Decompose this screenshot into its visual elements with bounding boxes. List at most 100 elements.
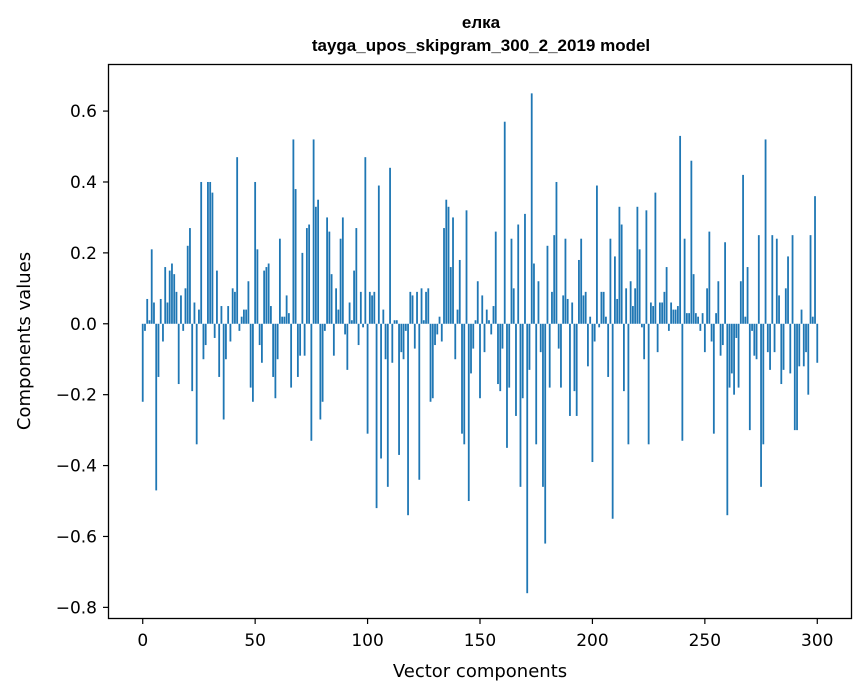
bar xyxy=(571,302,574,324)
bar xyxy=(600,291,603,324)
y-tick-label: −0.4 xyxy=(56,457,97,477)
bar xyxy=(553,235,556,324)
bar xyxy=(443,228,445,324)
bar xyxy=(602,291,605,324)
bar xyxy=(431,323,434,399)
bar xyxy=(175,291,178,324)
bar xyxy=(569,323,571,416)
bar xyxy=(344,323,346,335)
bar xyxy=(526,323,529,594)
bar xyxy=(454,323,457,360)
bar xyxy=(413,323,416,349)
bar xyxy=(308,224,311,324)
bar xyxy=(155,323,158,491)
bar xyxy=(321,323,324,402)
bar xyxy=(153,302,155,324)
bar xyxy=(141,323,144,402)
bar xyxy=(656,323,659,353)
bar xyxy=(249,323,252,388)
bar xyxy=(800,309,803,324)
bar xyxy=(649,302,652,324)
bar xyxy=(798,323,801,367)
bar xyxy=(546,245,549,324)
bar xyxy=(479,323,481,399)
bar xyxy=(560,323,562,388)
bar xyxy=(204,323,207,346)
bar xyxy=(508,323,511,388)
bar xyxy=(227,306,230,324)
bar xyxy=(647,323,650,445)
bar xyxy=(625,288,628,324)
bar xyxy=(317,199,320,324)
bar xyxy=(708,231,711,324)
bar xyxy=(542,323,544,487)
bar xyxy=(404,323,407,331)
bar xyxy=(632,306,634,324)
bar xyxy=(789,323,792,374)
bar xyxy=(492,306,495,324)
bar xyxy=(393,320,396,324)
bar xyxy=(719,323,722,356)
bar xyxy=(184,288,187,324)
bar xyxy=(402,323,405,360)
bar xyxy=(299,323,302,356)
bar xyxy=(503,121,506,324)
bar xyxy=(411,295,414,324)
bar xyxy=(186,245,189,324)
bar xyxy=(189,228,191,324)
bar xyxy=(202,323,205,360)
bar xyxy=(582,295,585,324)
bar xyxy=(407,323,409,516)
bar xyxy=(346,323,349,370)
bar xyxy=(328,231,331,324)
bar xyxy=(216,270,218,324)
bar xyxy=(440,323,443,342)
x-tick-label: 300 xyxy=(801,631,833,651)
bar xyxy=(420,288,423,324)
bar xyxy=(544,323,547,544)
bar xyxy=(173,274,176,324)
x-tick-label: 250 xyxy=(689,631,721,651)
bar xyxy=(314,206,317,324)
bar xyxy=(256,249,259,324)
bar xyxy=(755,323,758,360)
bar xyxy=(436,323,439,335)
bar xyxy=(762,323,765,445)
chart-subtitle: tayga_upos_skipgram_300_2_2019 model xyxy=(312,36,650,55)
bar xyxy=(278,238,281,324)
bar xyxy=(162,323,164,342)
bar xyxy=(620,224,623,324)
bar xyxy=(578,259,580,324)
bar xyxy=(782,323,785,370)
bar xyxy=(148,320,151,324)
bar xyxy=(512,288,515,324)
bar xyxy=(472,323,475,349)
bar xyxy=(254,181,257,324)
bar xyxy=(276,323,279,360)
bar xyxy=(191,323,194,392)
bar xyxy=(809,235,812,324)
bar xyxy=(150,249,153,324)
bar xyxy=(539,323,542,353)
bar xyxy=(425,291,427,324)
bar xyxy=(706,288,708,324)
bar xyxy=(701,313,704,324)
bar xyxy=(416,291,418,324)
bar xyxy=(751,323,753,331)
bar xyxy=(811,316,814,324)
bar xyxy=(690,160,693,324)
bar xyxy=(238,323,241,331)
bar xyxy=(267,263,270,324)
y-tick-label: −0.2 xyxy=(56,386,97,406)
bar xyxy=(517,224,520,324)
x-tick-label: 0 xyxy=(137,631,148,651)
x-tick-label: 200 xyxy=(576,631,608,651)
y-tick-label: 0.4 xyxy=(70,173,97,193)
bar xyxy=(209,181,212,324)
bar xyxy=(742,174,744,324)
bar xyxy=(564,238,567,324)
bar xyxy=(636,206,639,324)
bar xyxy=(245,309,248,324)
bar xyxy=(353,270,355,324)
